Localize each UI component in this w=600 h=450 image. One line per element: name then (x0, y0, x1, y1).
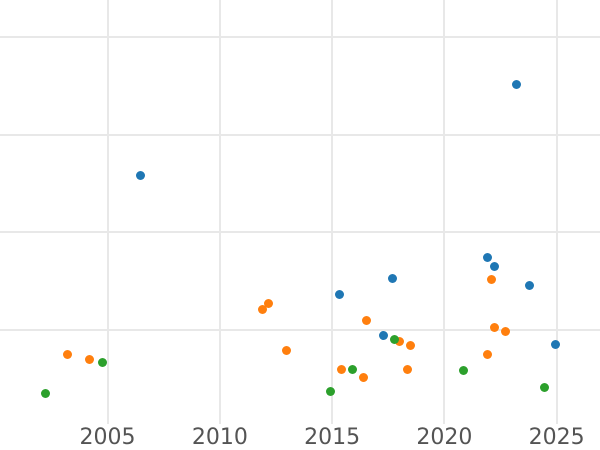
data-point-green (539, 383, 549, 393)
data-point-orange (490, 322, 500, 332)
data-point-orange (84, 354, 94, 364)
vertical-gridline-2025 (555, 0, 558, 424)
x-tick-label-2005: 2005 (79, 425, 136, 450)
data-point-orange (263, 299, 273, 309)
data-point-orange (394, 337, 404, 347)
data-point-green (97, 357, 107, 367)
data-point-blue (335, 290, 345, 300)
vertical-gridline-2015 (331, 0, 334, 424)
data-point-orange (402, 365, 412, 375)
data-point-green (458, 366, 468, 376)
data-point-green (40, 388, 50, 398)
data-point-blue (489, 261, 499, 271)
data-point-blue (525, 280, 535, 290)
vertical-gridline-2010 (218, 0, 221, 424)
x-tick-label-2020: 2020 (416, 425, 473, 450)
data-point-green (325, 386, 335, 396)
x-tick-label-2025: 2025 (528, 425, 585, 450)
x-tick-label-2015: 2015 (304, 425, 361, 450)
data-point-blue (482, 253, 492, 263)
data-point-blue (379, 331, 389, 341)
data-point-green (390, 335, 400, 345)
data-point-blue (550, 340, 560, 350)
x-tick-label-2010: 2010 (191, 425, 248, 450)
data-point-orange (337, 365, 347, 375)
data-point-orange (487, 274, 497, 284)
data-point-green (347, 365, 357, 375)
vertical-gridline-2020 (443, 0, 446, 424)
horizontal-gridline (0, 328, 600, 331)
data-point-orange (359, 373, 369, 383)
data-point-orange (257, 304, 267, 314)
vertical-gridline-2005 (106, 0, 109, 424)
data-point-blue (388, 273, 398, 283)
horizontal-gridline (0, 36, 600, 39)
data-point-blue (135, 171, 145, 181)
data-point-blue (512, 80, 522, 90)
data-point-orange (482, 349, 492, 359)
data-point-orange (62, 349, 72, 359)
data-point-orange (501, 327, 511, 337)
data-point-orange (406, 341, 416, 351)
data-point-orange (282, 345, 292, 355)
horizontal-gridline (0, 133, 600, 136)
horizontal-gridline (0, 231, 600, 234)
data-point-orange (362, 315, 372, 325)
